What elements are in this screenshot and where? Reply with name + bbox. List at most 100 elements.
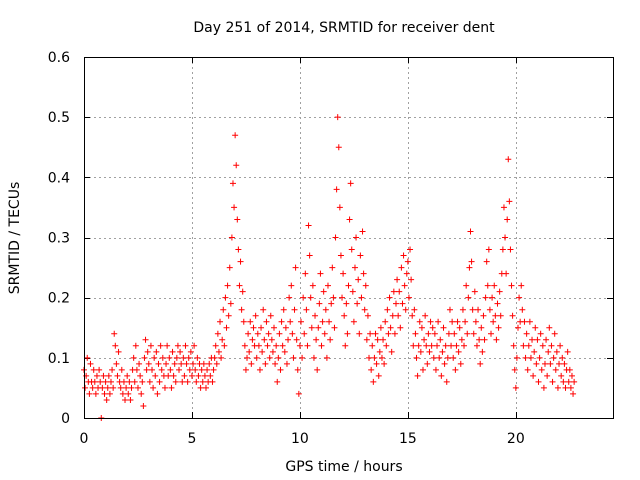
data-point [427,318,434,325]
data-point [296,342,303,349]
data-point [289,330,296,337]
data-point [344,330,351,337]
data-point [259,348,266,355]
data-point [145,360,152,367]
data-point [410,342,417,349]
data-point [444,354,451,361]
y-tick-label: 0.6 [48,50,70,66]
data-point [199,378,206,385]
data-point [483,258,490,265]
data-point [204,366,211,373]
data-point [386,294,393,301]
data-point [323,354,330,361]
data-point [93,372,100,379]
data-point [511,366,518,373]
data-point [324,282,331,289]
data-point [263,318,270,325]
data-point [551,330,558,337]
data-point [495,324,502,331]
data-point [403,270,410,277]
data-point [265,330,272,337]
data-point [297,318,304,325]
y-tick-label: 0.1 [48,351,70,367]
data-point [522,354,529,361]
data-point [120,378,127,385]
data-point [396,288,403,295]
data-point [114,372,121,379]
data-point [451,330,458,337]
data-point [261,336,268,343]
data-point [305,222,312,229]
data-point [271,324,278,331]
data-point [458,336,465,343]
data-point [413,354,420,361]
data-point [275,354,282,361]
data-point [319,318,326,325]
data-point [540,384,547,391]
data-point [249,336,256,343]
data-point [428,342,435,349]
data-point [477,360,484,367]
data-point [292,264,299,271]
data-point [237,258,244,265]
data-point [535,378,542,385]
data-point [161,384,168,391]
data-point [357,252,364,259]
data-point [276,330,283,337]
data-point [532,324,539,331]
data-point [329,264,336,271]
data-point [530,372,537,379]
data-point [342,342,349,349]
data-point [177,348,184,355]
data-point [488,330,495,337]
data-point [221,342,228,349]
data-point [500,204,507,211]
data-point [375,372,382,379]
data-point [172,378,179,385]
data-point [347,180,354,187]
data-point [415,342,422,349]
data-point [229,180,236,187]
data-point [113,360,120,367]
data-point [247,318,254,325]
data-point [519,306,526,313]
data-point [244,354,251,361]
data-point [481,336,488,343]
data-point [318,342,325,349]
data-point [147,342,154,349]
data-point [105,372,112,379]
data-point [558,372,565,379]
data-point [190,360,197,367]
data-point [110,384,117,391]
data-point [246,348,253,355]
data-point [450,354,457,361]
data-point [158,366,165,373]
data-point [117,384,124,391]
data-point [99,384,106,391]
data-point [330,294,337,301]
data-point [358,294,365,301]
data-point [443,378,450,385]
data-point [482,294,489,301]
data-point [131,378,138,385]
data-point [397,324,404,331]
data-point [351,264,358,271]
data-point [570,390,577,397]
data-point [293,336,300,343]
data-point [291,306,298,313]
y-axis-label: SRMTID / TECUs [7,182,23,295]
data-point [340,270,347,277]
data-point [383,342,390,349]
data-point [354,300,361,307]
data-point [509,312,516,319]
data-point [437,336,444,343]
data-point [144,348,151,355]
data-point [312,312,319,319]
data-point [242,366,249,373]
data-point [138,390,145,397]
data-point [223,324,230,331]
data-point [213,360,220,367]
data-point [326,318,333,325]
data-point [384,306,391,313]
data-point [128,384,135,391]
